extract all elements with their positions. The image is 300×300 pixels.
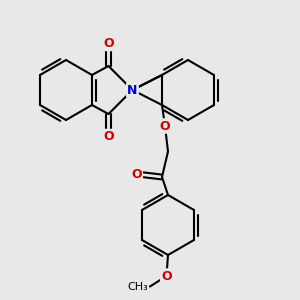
Text: O: O xyxy=(131,167,142,181)
Text: CH₃: CH₃ xyxy=(128,281,148,292)
Text: O: O xyxy=(161,269,172,283)
Text: O: O xyxy=(103,130,114,143)
Text: N: N xyxy=(127,83,138,97)
Text: O: O xyxy=(103,37,114,50)
Text: O: O xyxy=(160,119,170,133)
